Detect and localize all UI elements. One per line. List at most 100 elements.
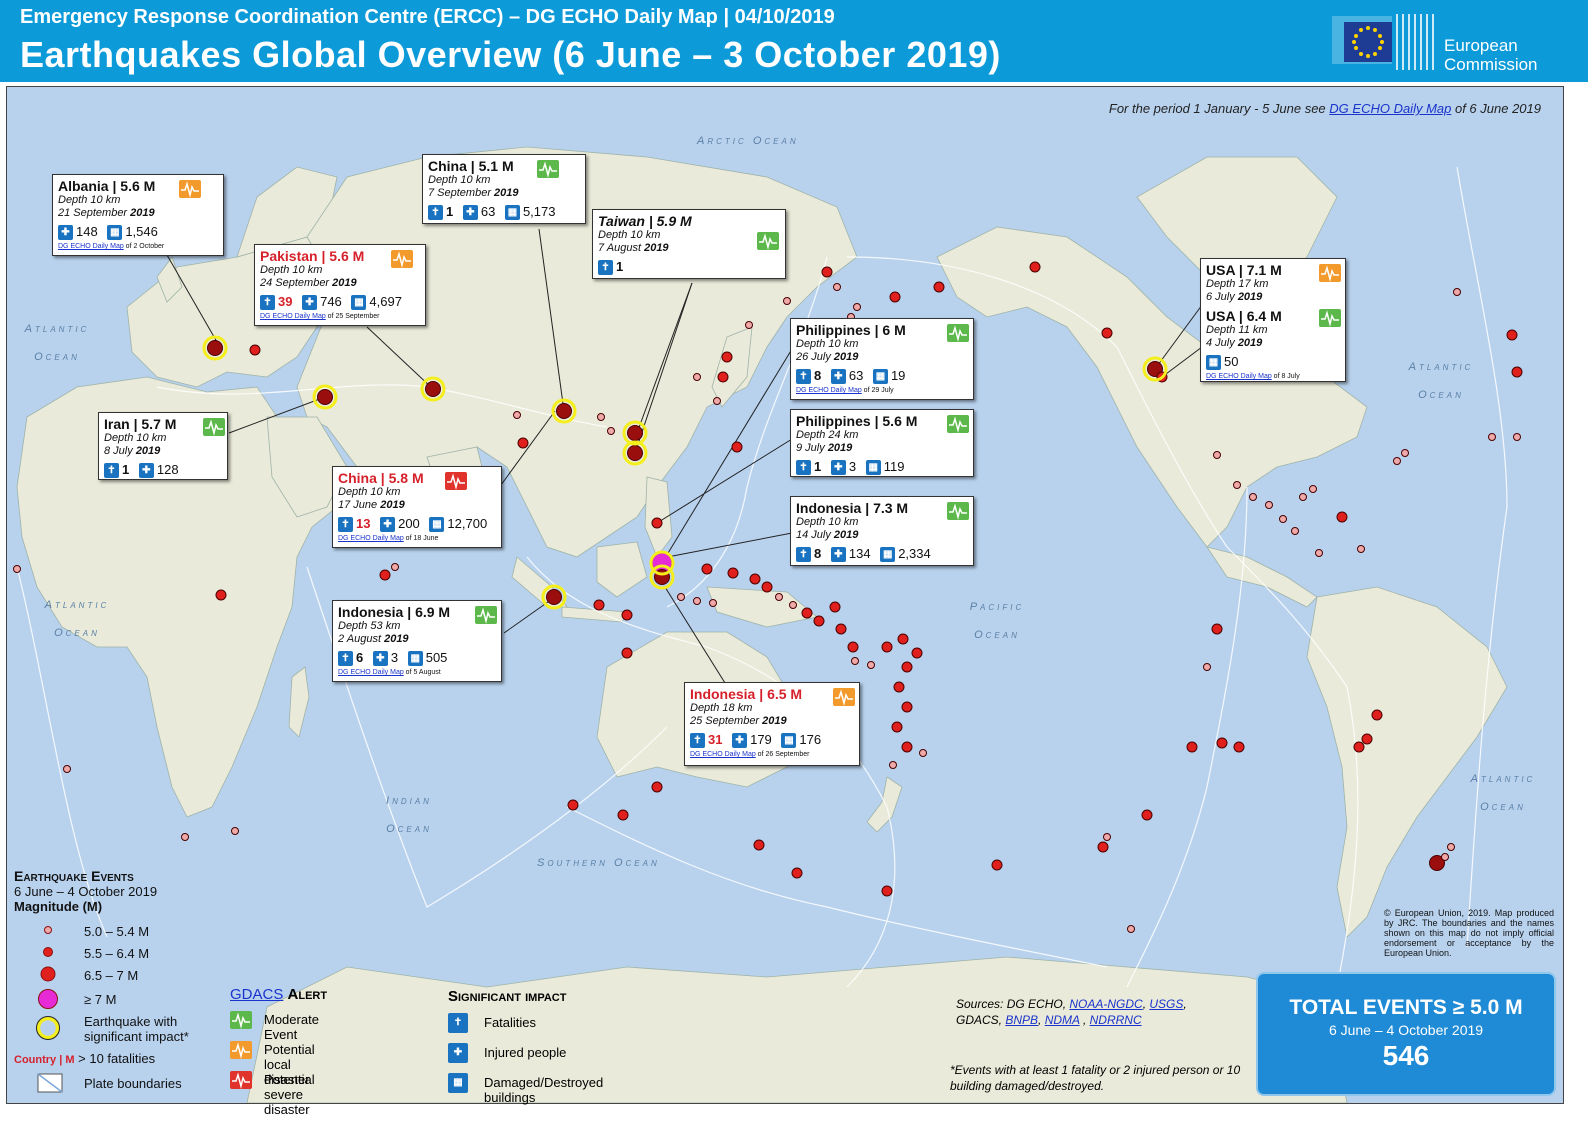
fatalities-icon: ✝: [260, 295, 275, 311]
leader-line: [503, 596, 556, 634]
callout-indonesia-sept: Indonesia | 6.5 M Depth 18 km 25 Septemb…: [684, 682, 860, 766]
leader-line: [661, 348, 793, 564]
alert-green-icon: [947, 324, 969, 342]
callout-link[interactable]: DG ECHO Daily Map of 8 July: [1206, 373, 1300, 381]
source-link[interactable]: NDMA: [1044, 1013, 1080, 1027]
impact-definition: *Events with at least 1 fatality or 2 in…: [950, 1063, 1241, 1093]
earthquake-marker: [1393, 457, 1401, 465]
madagascar-landmass: [288, 666, 310, 738]
header-subtitle: Emergency Response Coordination Centre (…: [20, 6, 835, 28]
callout-title: USA | 6.4 M: [1206, 308, 1282, 324]
earthquake-marker: [833, 283, 841, 291]
earthquake-marker: [1233, 741, 1245, 753]
building-icon: ▦: [448, 1073, 468, 1093]
earthquake-marker: [379, 569, 391, 581]
callout-title: Albania | 5.6 M: [58, 178, 156, 194]
injured-icon: ✚: [830, 460, 846, 476]
earthquake-marker: [889, 761, 897, 769]
callout-link[interactable]: DG ECHO Daily Map of 18 June: [338, 535, 439, 543]
legend-period: 6 June – 4 October 2019: [14, 884, 158, 899]
callout-date: 8 July 2019: [104, 445, 161, 457]
total-events-title: TOTAL EVENTS ≥ 5.0 M: [1289, 996, 1523, 1019]
leader-line: [228, 396, 326, 434]
fatalities-icon: ✝: [796, 369, 811, 385]
source-link[interactable]: USGS: [1149, 997, 1184, 1011]
alert-orange-icon: [1319, 264, 1341, 282]
callout-link[interactable]: DG ECHO Daily Map of 29 July: [796, 387, 894, 395]
injured-icon: ✚: [138, 463, 154, 479]
callout-date: 17 June 2019: [338, 499, 405, 511]
fatalities-icon: ✝: [104, 463, 119, 479]
earthquake-marker: [881, 641, 893, 653]
gdacs-link[interactable]: GDACS: [230, 986, 284, 1003]
period-note-link[interactable]: DG ECHO Daily Map: [1329, 101, 1452, 116]
earthquake-marker: [745, 321, 753, 329]
leader-line: [1154, 304, 1203, 370]
callout-depth: Depth 53 km: [338, 620, 401, 632]
sources: Sources: DG ECHO, NOAA-NGDC, USGS, GDACS…: [956, 997, 1187, 1027]
plate-boundary-line: [16, 566, 108, 938]
earthquake-marker: [546, 589, 562, 605]
plate-boundary-line: [156, 384, 608, 428]
earthquake-marker: [891, 721, 903, 733]
earthquake-marker: [1353, 741, 1365, 753]
earthquake-marker: [1127, 925, 1135, 933]
earthquake-marker: [901, 661, 913, 673]
earthquake-marker: [717, 371, 729, 383]
ocean-label: Atlantic Ocean: [1408, 361, 1474, 401]
earthquake-marker: [1506, 329, 1518, 341]
callout-date: 7 September 2019: [428, 187, 519, 199]
earthquake-marker: [783, 297, 791, 305]
callout-link[interactable]: DG ECHO Daily Map of 5 August: [338, 669, 441, 677]
plate-boundary-line: [566, 806, 1108, 968]
injured-icon: ✚: [462, 205, 478, 221]
earthquake-marker: [1213, 451, 1221, 459]
leader-line: [166, 254, 222, 350]
building-icon: ▦: [351, 295, 367, 311]
leader-line: [500, 410, 556, 486]
earthquake-marker: [933, 281, 945, 293]
callout-link[interactable]: DG ECHO Daily Map of 2 October: [58, 243, 165, 251]
callout-depth: Depth 11 km: [1206, 324, 1268, 336]
significant-impact-legend: Significant impact ✝ Fatalities ✚ Injured …: [448, 988, 603, 1105]
total-events-period: 6 June – 4 October 2019: [1328, 1022, 1484, 1038]
fatalities-icon: ✝: [338, 517, 353, 533]
building-icon: ▦: [407, 651, 423, 667]
callout-link[interactable]: DG ECHO Daily Map of 26 September: [690, 751, 810, 759]
injured-icon: ✚: [830, 369, 846, 385]
callout-stats: ✝ 6 ✚ 3 ▦ 505: [338, 650, 496, 667]
callout-stats: ✝ 1 ✚ 128: [104, 462, 222, 479]
callout-depth: Depth 10 km: [260, 264, 323, 276]
callout-china-june: China | 5.8 M Depth 10 km 17 June 2019 ✝…: [332, 466, 502, 548]
earthquake-marker: [621, 609, 633, 621]
callout-link[interactable]: DG ECHO Daily Map of 25 September: [260, 313, 380, 321]
callout-depth: Depth 10 km: [104, 432, 167, 444]
earthquake-marker: [701, 563, 713, 575]
source-link[interactable]: BNPB: [1005, 1013, 1039, 1027]
injured-icon: ✚: [380, 517, 396, 533]
gdacs-item: Moderate Event: [230, 1011, 327, 1042]
gdacs-item: Potential severe disaster: [230, 1071, 327, 1117]
earthquake-marker: [709, 599, 717, 607]
earthquake-marker: [901, 701, 913, 713]
european-commission-text: European Commission: [1444, 36, 1538, 74]
fatalities-icon: ✝: [690, 733, 705, 749]
earthquake-marker: [677, 593, 685, 601]
injured-icon: ✚: [302, 295, 318, 311]
building-icon: ▦: [880, 547, 896, 563]
callout-date: 7 August 2019: [598, 242, 669, 254]
callout-title: China | 5.8 M: [338, 470, 424, 486]
period-note-text: For the period 1 January - 5 June see: [1108, 101, 1330, 116]
source-link[interactable]: NDRRNC: [1089, 1013, 1142, 1027]
callout-date: 25 September 2019: [690, 715, 787, 727]
total-events-count: 546: [1382, 1040, 1430, 1071]
callout-depth: Depth 17 km: [1206, 278, 1269, 290]
source-link[interactable]: NOAA-NGDC: [1069, 997, 1143, 1011]
legend-title: Earthquake Events: [14, 868, 134, 884]
earthquake-marker: [621, 647, 633, 659]
leader-line: [634, 282, 693, 454]
callout-indonesia-aug: Indonesia | 6.9 M Depth 53 km 2 August 2…: [332, 600, 502, 682]
earthquake-marker: [513, 411, 521, 419]
legend-item: 5.0 – 5.4 M: [84, 924, 150, 939]
leader-line: [656, 532, 793, 560]
